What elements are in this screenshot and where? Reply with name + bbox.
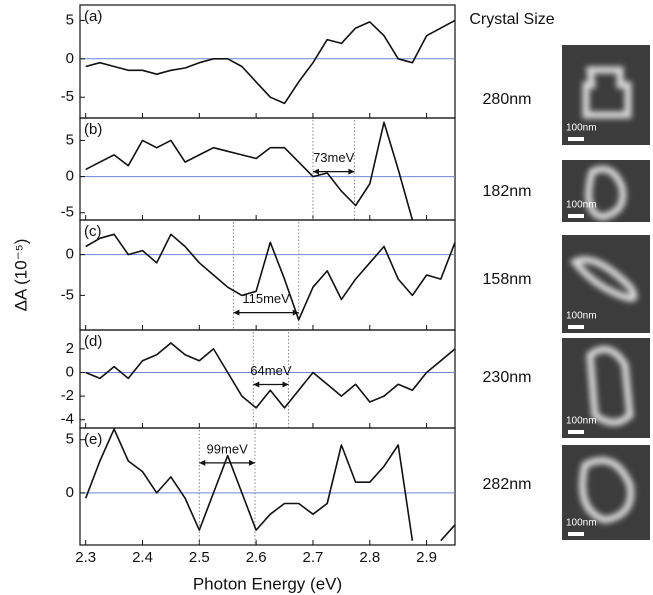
panel-frame: [79, 219, 456, 331]
annotation-label: 73meV: [313, 150, 355, 165]
scale-label: 100nm: [566, 123, 597, 134]
x-tick-label: 2.6: [246, 549, 267, 566]
arrow-head: [312, 168, 319, 175]
panel-label: (b): [84, 121, 102, 138]
scale-label: 100nm: [566, 518, 597, 529]
spectrum-line: [85, 121, 414, 221]
y-tick-label: 2: [66, 340, 74, 357]
panel-frame: [79, 329, 456, 429]
scale-bar: [568, 430, 584, 434]
arrow-head: [282, 381, 289, 388]
y-tick-label: 5: [66, 431, 74, 448]
crystal-size: 280nm: [483, 91, 532, 108]
x-tick-label: 2.5: [189, 549, 210, 566]
sem-particle: [579, 457, 635, 524]
crystal-size: 158nm: [483, 271, 532, 288]
x-tick-label: 2.3: [75, 549, 96, 566]
y-tick-label: -4: [61, 411, 74, 428]
annotation-label: 115meV: [242, 291, 290, 306]
y-axis-label: ΔA (10⁻⁵): [11, 239, 30, 312]
scale-label: 100nm: [566, 200, 597, 211]
y-tick-label: 5: [66, 131, 74, 148]
sem-particle: [585, 165, 627, 221]
crystal-size: 282nm: [483, 476, 532, 493]
x-axis-label: Photon Energy (eV): [193, 574, 342, 593]
scale-bar: [568, 214, 584, 218]
scale-bar: [568, 325, 584, 329]
y-tick-label: -5: [61, 88, 74, 105]
sem-image: [562, 45, 650, 145]
annotation-label: 99meV: [207, 441, 249, 456]
arrow-head: [253, 381, 260, 388]
panel-frame: [79, 4, 456, 119]
y-tick-label: -5: [61, 286, 74, 303]
y-tick-label: 0: [66, 246, 74, 263]
x-tick-label: 2.4: [132, 549, 153, 566]
y-tick-label: 0: [66, 484, 74, 501]
y-tick-label: 0: [66, 363, 74, 380]
panel-label: (d): [84, 333, 102, 350]
panel-frame: [79, 427, 456, 546]
spectrum-line: [85, 342, 456, 409]
sem-particle: [582, 66, 632, 119]
spectrum-line: [84, 428, 456, 542]
y-tick-label: 0: [66, 50, 74, 67]
crystal-size: 182nm: [483, 183, 532, 200]
crystal-size: 230nm: [483, 369, 532, 386]
sem-particle: [569, 256, 638, 302]
annotation-label: 64meV: [250, 363, 292, 378]
scale-label: 100nm: [566, 311, 597, 322]
panel-label: (c): [84, 223, 102, 240]
arrow-head: [199, 459, 206, 466]
scale-bar: [568, 532, 584, 536]
y-tick-label: -5: [61, 204, 74, 221]
x-tick-label: 2.8: [359, 549, 380, 566]
scale-bar: [568, 137, 584, 141]
spectrum-line: [85, 19, 456, 105]
sem-particle: [586, 345, 634, 426]
spectrum-line: [85, 233, 456, 321]
arrow-head: [233, 309, 240, 316]
y-tick-label: 5: [66, 11, 74, 28]
x-tick-label: 2.7: [303, 549, 324, 566]
arrow-head: [348, 168, 355, 175]
panel-label: (e): [84, 431, 102, 448]
panel-label: (a): [84, 8, 102, 25]
size-header: Crystal Size: [469, 11, 554, 28]
y-tick-label: 0: [66, 168, 74, 185]
y-tick-label: -2: [61, 387, 74, 404]
sem-image: [562, 235, 650, 333]
scale-label: 100nm: [566, 416, 597, 427]
arrow-head: [249, 459, 255, 466]
x-tick-label: 2.9: [416, 549, 437, 566]
